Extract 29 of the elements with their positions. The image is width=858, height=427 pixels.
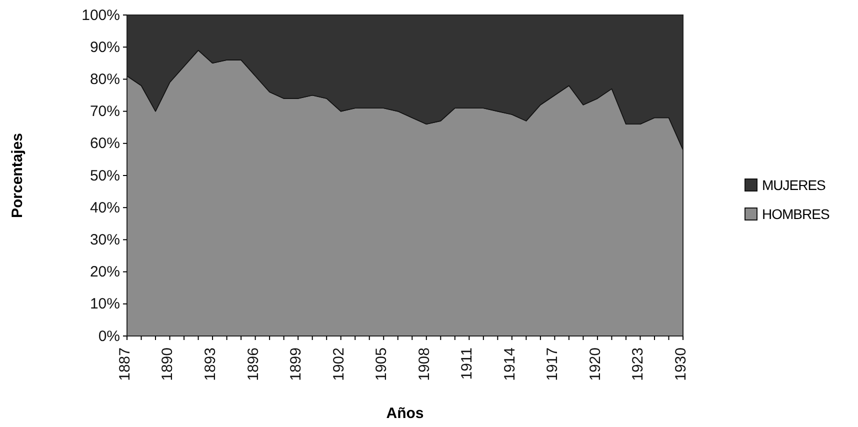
x-tick-label: 1923 bbox=[630, 348, 647, 381]
x-tick-label: 1902 bbox=[330, 348, 348, 381]
x-tick-label: 1905 bbox=[373, 348, 390, 381]
y-tick-label: 20% bbox=[90, 264, 120, 281]
y-tick-label: 70% bbox=[90, 103, 120, 120]
x-tick-label: 1911 bbox=[458, 348, 476, 380]
x-tick-label: 1899 bbox=[288, 348, 305, 381]
y-axis-title: Porcentajes bbox=[9, 132, 26, 218]
y-tick-label: 30% bbox=[90, 232, 120, 248]
y-tick-label: 10% bbox=[90, 296, 120, 313]
y-tick-label: 80% bbox=[90, 71, 120, 88]
legend-label: HOMBRES bbox=[762, 206, 830, 222]
x-tick-label: 1920 bbox=[586, 348, 604, 381]
x-tick-label: 1917 bbox=[544, 348, 562, 381]
y-tick-label: 0% bbox=[98, 328, 120, 345]
y-tick-label: 50% bbox=[90, 167, 120, 184]
y-tick-label: 60% bbox=[90, 135, 120, 152]
x-tick-label: 1887 bbox=[116, 348, 134, 381]
x-tick-label: 1914 bbox=[501, 348, 518, 381]
y-tick-label: 40% bbox=[90, 199, 120, 216]
x-axis-title: Años bbox=[386, 405, 424, 422]
x-tick-label: 1890 bbox=[159, 348, 176, 381]
legend-label: MUJERES bbox=[762, 177, 826, 193]
y-tick-label: 90% bbox=[90, 38, 120, 56]
x-tick-label: 1893 bbox=[202, 348, 220, 381]
x-tick-label: 1908 bbox=[416, 348, 433, 381]
x-tick-label: 1930 bbox=[672, 348, 690, 381]
x-tick-label: 1896 bbox=[244, 348, 262, 381]
y-tick-label: 100% bbox=[82, 6, 120, 24]
